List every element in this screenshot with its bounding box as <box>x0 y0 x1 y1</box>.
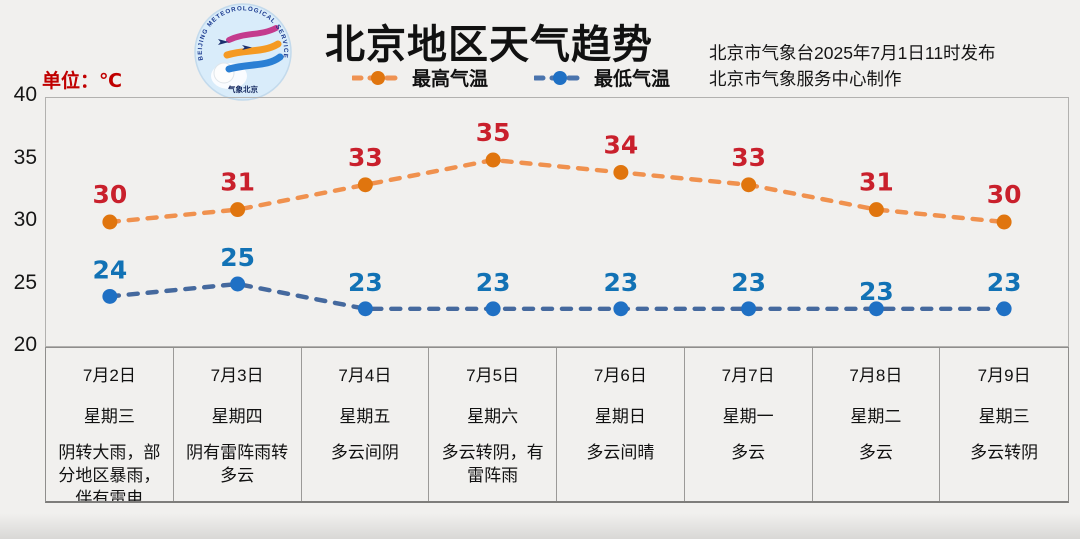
logo-swoosh-blue <box>225 53 284 73</box>
legend-item-max-temp: 最高气温 <box>352 64 488 91</box>
forecast-weekday: 星期五 <box>339 407 391 426</box>
forecast-weekday: 星期三 <box>978 407 1030 426</box>
forecast-date: 7月8日 <box>849 366 903 385</box>
data-point-label: 23 <box>604 268 639 297</box>
data-point-marker <box>741 177 757 193</box>
forecast-cell: 7月3日星期四阴有雷阵雨转多云 <box>174 348 302 501</box>
chart-legend: 最高气温 最低气温 <box>352 64 670 91</box>
forecast-weekday: 星期四 <box>211 407 263 426</box>
issuer-line-1: 北京市气象台2025年7月1日11时发布 <box>709 43 996 63</box>
page-title: 北京地区天气趋势 <box>325 23 653 67</box>
data-point-label: 30 <box>93 180 128 209</box>
forecast-weather: 多云间晴 <box>586 443 655 462</box>
logo-arrow-icon <box>218 39 229 45</box>
forecast-weather: 阴有雷阵雨转多云 <box>186 443 289 485</box>
unit-label: 单位：℃ <box>42 71 123 92</box>
logo-swoosh-orange <box>223 40 282 59</box>
plot-area: 30 31 33 35 34 33 31 30 24 25 23 23 23 23 23 23 <box>45 97 1069 347</box>
data-point-label: 31 <box>220 168 255 197</box>
forecast-date: 7月6日 <box>593 366 647 385</box>
min-temp-line-icon <box>534 70 587 85</box>
data-point-label: 23 <box>731 268 766 297</box>
bottom-shadow <box>0 513 1080 539</box>
data-point-marker <box>868 301 884 317</box>
y-axis-tick: 25 <box>13 270 37 294</box>
forecast-cell: 7月8日星期二多云 <box>813 348 941 501</box>
forecast-cell: 7月7日星期一多云 <box>685 348 813 501</box>
data-point-label: 30 <box>987 180 1022 209</box>
y-axis-tick: 20 <box>13 333 37 356</box>
forecast-table: 7月2日 星期三 阴转大雨，部分地区暴雨，伴有雷电 7月3日 星期四 阴有雷阵雨转多云 7月… <box>45 347 1069 503</box>
data-point-label: 25 <box>220 243 255 272</box>
max-temp-line <box>107 157 1007 225</box>
forecast-weather: 多云转阴 <box>970 443 1039 462</box>
data-point-marker <box>357 301 373 317</box>
legend-label: 最高气温 <box>412 69 489 90</box>
y-axis-labels: 40 35 30 25 20 <box>0 0 37 400</box>
forecast-date: 7月5日 <box>466 366 520 385</box>
data-point-label: 35 <box>476 118 511 147</box>
data-point-marker <box>741 301 757 317</box>
data-point-label: 23 <box>859 277 894 306</box>
forecast-cell: 7月5日星期六多云转阴，有雷阵雨 <box>429 348 557 501</box>
max-temp-line-icon <box>352 70 404 85</box>
data-point-label: 23 <box>348 268 383 297</box>
legend-label: 最低气温 <box>594 69 671 90</box>
forecast-weekday: 星期日 <box>594 407 646 426</box>
beijing-meteorological-logo: BEIJING METEOROLOGICAL SERVICE 气象北京 <box>194 3 292 101</box>
temperature-chart: 30 31 33 35 34 33 31 30 24 25 23 23 23 23 23 23 <box>93 118 1022 317</box>
data-point-label: 34 <box>604 131 639 160</box>
forecast-weather: 多云 <box>858 443 893 462</box>
data-point-marker <box>996 301 1012 317</box>
logo-swoosh-magenta <box>226 25 279 43</box>
data-point-marker <box>230 276 246 292</box>
forecast-cell: 7月4日星期五多云间阴 <box>302 348 430 501</box>
data-point-marker <box>613 164 629 180</box>
logo-arrow-icon <box>242 45 252 50</box>
data-point-marker <box>230 202 246 218</box>
data-point-label: 33 <box>348 143 383 172</box>
forecast-cell: 7月2日星期三阴转大雨，部分地区暴雨，伴有雷电 <box>46 348 174 501</box>
forecast-date: 7月9日 <box>977 366 1031 385</box>
forecast-cell: 7月6日星期日多云间晴 <box>557 348 685 501</box>
data-point-marker <box>357 177 373 193</box>
y-axis-tick: 30 <box>13 208 37 231</box>
data-point-marker <box>102 214 118 230</box>
data-point-marker <box>102 288 118 304</box>
data-point-label: 24 <box>93 256 128 285</box>
data-point-label: 31 <box>859 168 894 197</box>
issuer-info: 北京市气象台2025年7月1日11时发布 北京市气象服务中心制作 <box>709 40 996 92</box>
data-point-label: 23 <box>476 268 511 297</box>
forecast-weather: 多云转阴，有雷阵雨 <box>441 443 544 485</box>
data-point-marker <box>613 301 629 317</box>
data-point-label: 23 <box>987 268 1022 297</box>
y-axis-tick: 40 <box>13 83 37 106</box>
forecast-weather: 阴转大雨，部分地区暴雨，伴有雷电 <box>58 443 161 501</box>
forecast-date: 7月4日 <box>338 366 392 385</box>
data-point-marker <box>485 152 501 168</box>
forecast-cell: 7月9日星期三多云转阴 <box>940 348 1068 501</box>
forecast-weather: 多云间阴 <box>330 443 399 462</box>
forecast-date: 7月2日 <box>82 366 136 385</box>
forecast-weekday: 星期六 <box>467 407 519 426</box>
forecast-weekday: 星期一 <box>722 407 774 426</box>
y-axis-tick: 35 <box>13 145 37 169</box>
forecast-date: 7月3日 <box>210 366 264 385</box>
forecast-weekday: 星期二 <box>850 407 902 426</box>
forecast-date: 7月7日 <box>721 366 775 385</box>
min-temp-line <box>107 281 1007 312</box>
data-point-marker <box>996 214 1012 230</box>
legend-item-min-temp: 最低气温 <box>534 64 670 91</box>
data-point-label: 33 <box>731 143 766 172</box>
forecast-weekday: 星期三 <box>83 407 135 426</box>
logo-bottom-text: 气象北京 <box>227 84 258 94</box>
issuer-line-2: 北京市气象服务中心制作 <box>709 69 902 89</box>
data-point-marker <box>485 301 501 317</box>
data-point-marker <box>868 202 884 218</box>
forecast-weather: 多云 <box>731 443 766 462</box>
